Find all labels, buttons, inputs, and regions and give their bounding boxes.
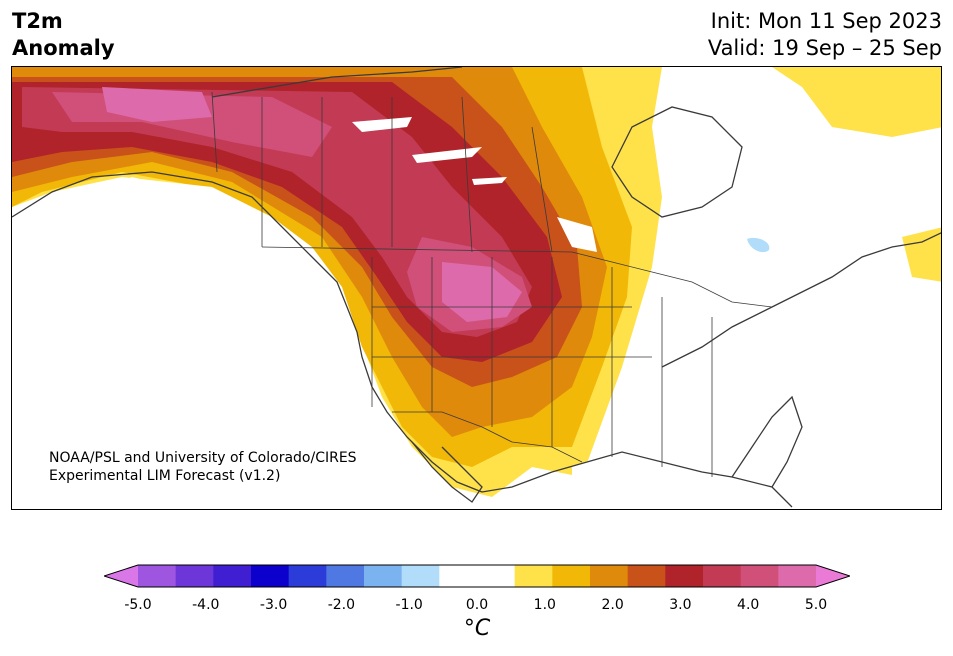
colorbar-cell (326, 565, 365, 587)
credit-text: NOAA/PSL and University of Colorado/CIRE… (49, 449, 357, 485)
map-canvas (12, 67, 941, 509)
colorbar-cell (514, 565, 553, 587)
colorbar-cell (175, 565, 214, 587)
florida (731, 395, 803, 488)
colorbar-cell (703, 565, 742, 587)
colorbar-cell (364, 565, 403, 587)
state-lines (371, 257, 713, 477)
colorbar (104, 564, 850, 588)
colorbar-tick-label: 5.0 (804, 597, 828, 613)
colorbar-tick-label: -5.0 (124, 597, 152, 613)
colorbar-cell (778, 565, 817, 587)
anomaly-band-ne (772, 67, 941, 282)
province-lines (261, 96, 553, 253)
baja-peninsula (411, 441, 483, 503)
colorbar-cell (477, 565, 516, 587)
colorbar-cell (138, 565, 177, 587)
colorbar-tick-label: 4.0 (737, 597, 760, 613)
ocean-mask (12, 117, 808, 509)
arctic-coast (211, 67, 463, 98)
cool-anomaly-patch (747, 237, 770, 253)
colorbar-cell (552, 565, 591, 587)
colorbar-outline (104, 564, 850, 588)
colorbar-cell (288, 565, 327, 587)
colorbar-cell (401, 565, 440, 587)
credit-line-1: NOAA/PSL and University of Colorado/CIRE… (49, 450, 357, 466)
east-coast (661, 232, 941, 368)
west-coast (12, 171, 483, 493)
alaska-border (211, 91, 218, 173)
anomaly-band-8 (102, 87, 522, 322)
colorbar-tick-label: -1.0 (395, 597, 423, 613)
colorbar-cells (104, 565, 850, 587)
anomaly-band-7 (52, 92, 532, 332)
colorbar-tick-label: -2.0 (327, 597, 356, 613)
coastlines (12, 67, 941, 508)
credit-line-2: Experimental LIM Forecast (v1.2) (49, 468, 281, 484)
colorbar-cell (740, 565, 779, 587)
us-mexico-border (392, 411, 583, 463)
us-canada-border (261, 246, 773, 308)
colorbar-cell (251, 565, 290, 587)
colorbar-unit: °C (463, 616, 491, 641)
colorbar-cell (665, 565, 704, 587)
colorbar-cell (213, 565, 252, 587)
valid-date: Valid: 19 Sep – 25 Sep (707, 36, 942, 60)
colorbar-cell (627, 565, 666, 587)
forecast-dates: Init: Mon 11 Sep 2023 Valid: 19 Sep – 25… (708, 8, 942, 62)
anomaly-map (11, 66, 942, 510)
gulf-coast (481, 451, 793, 508)
colorbar-cell (104, 565, 138, 587)
colorbar-tick-label: -3.0 (259, 597, 288, 613)
colorbar-cell (439, 565, 478, 587)
map-title: T2m Anomaly (12, 9, 115, 60)
hudson-bay (611, 106, 743, 218)
colorbar-ticks: -5.0 -4.0 -3.0 -2.0 -1.0 0.0 1.0 2.0 3.0 4.0 5.0 (0, 597, 953, 617)
colorbar-tick-label: 3.0 (669, 597, 692, 613)
colorbar-cell (816, 565, 850, 587)
colorbar-tick-label: -4.0 (192, 597, 220, 613)
anomaly-band-6 (22, 87, 532, 337)
colorbar-tick-label: 0.0 (465, 597, 489, 613)
colorbar-cell (590, 565, 629, 587)
colorbar-tick-label: 2.0 (601, 597, 624, 613)
anomaly-field (12, 67, 941, 497)
colorbar-tick-label: 1.0 (533, 597, 556, 613)
political-borders (211, 91, 773, 477)
init-date: Init: Mon 11 Sep 2023 (710, 9, 942, 33)
